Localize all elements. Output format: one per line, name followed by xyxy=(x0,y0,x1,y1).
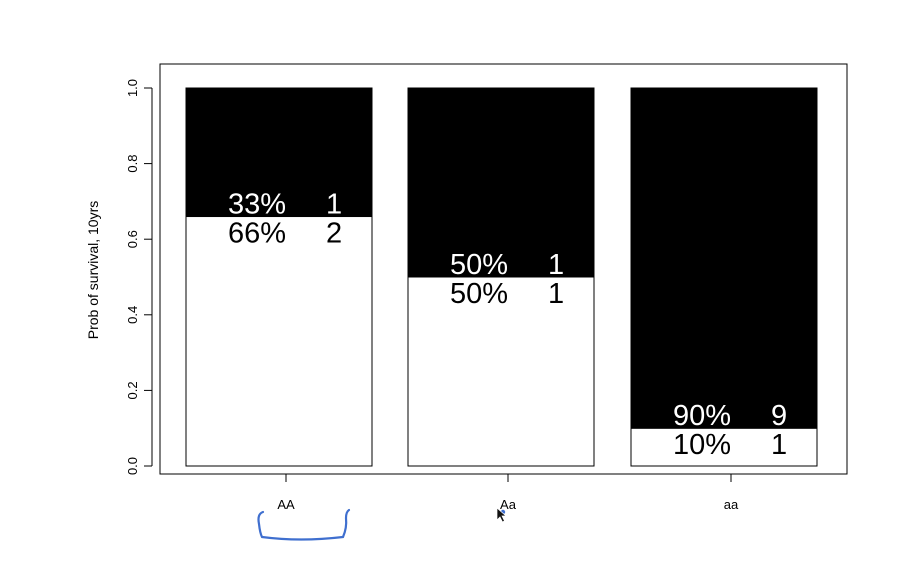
plot-frame xyxy=(159,63,848,475)
mouse-pointer-icon xyxy=(496,507,507,523)
bar-labels-layer: 33% 1 66% 2 50% 1 50% 1 90% 9 10% 1 xyxy=(228,189,787,462)
bar-segment-survive-aa xyxy=(630,427,818,467)
bar-segment-die-Aa xyxy=(407,87,595,278)
y-tick-label: 1.0 xyxy=(125,79,140,97)
bar-label-survive-count: 1 xyxy=(548,278,564,310)
y-tick-label: 0.6 xyxy=(125,230,140,248)
bar-label-survive-count: 2 xyxy=(326,218,342,250)
bar-segment-survive-AA xyxy=(185,216,373,467)
bar-label-die-pct: 33% xyxy=(228,189,286,221)
bar-label-survive-pct: 50% xyxy=(450,278,508,310)
x-tick-label: aa xyxy=(724,497,739,512)
y-tick-label: 0.0 xyxy=(125,457,140,475)
bar-label-die-pct: 50% xyxy=(450,249,508,281)
y-tick-label: 0.8 xyxy=(125,155,140,173)
bar-label-die-count: 9 xyxy=(771,400,787,432)
y-axis: 0.0 0.2 0.4 0.6 0.8 1.0 xyxy=(125,79,153,475)
bar-segment-die-AA xyxy=(185,87,373,218)
bars-layer xyxy=(185,87,818,467)
bar-label-survive-pct: 10% xyxy=(673,429,731,461)
y-tick-label: 0.4 xyxy=(125,306,140,324)
bar-label-die-count: 1 xyxy=(326,189,342,221)
x-tick-label: Aa xyxy=(500,497,517,512)
bar-label-survive-count: 1 xyxy=(771,429,787,461)
x-axis: AA Aa aa xyxy=(277,474,739,512)
bar-segment-die-aa xyxy=(630,87,818,429)
y-axis-label: Prob of survival, 10yrs xyxy=(85,201,101,340)
x-tick-label: AA xyxy=(277,497,295,512)
bar-label-survive-pct: 66% xyxy=(228,218,286,250)
y-tick-label: 0.2 xyxy=(125,381,140,399)
bracket-under-AA xyxy=(257,508,351,541)
pen-annotations xyxy=(257,508,506,541)
bar-label-die-pct: 90% xyxy=(673,400,731,432)
bar-label-die-count: 1 xyxy=(548,249,564,281)
